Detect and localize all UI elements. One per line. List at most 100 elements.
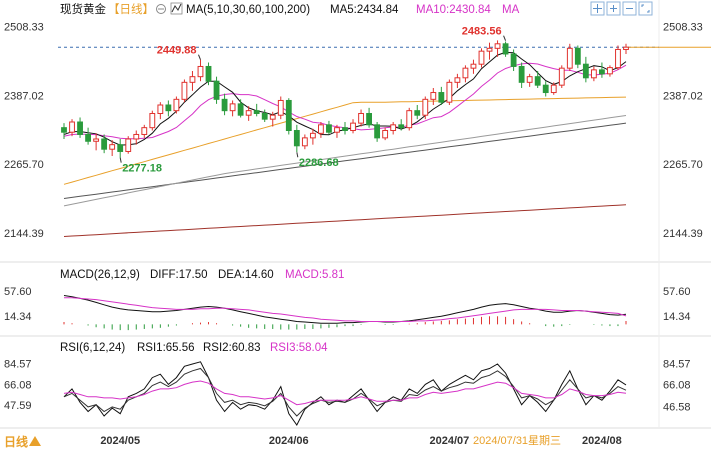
candle <box>269 111 276 127</box>
candle <box>438 86 445 105</box>
candle-body <box>149 113 156 129</box>
ma-params-label[interactable]: MA(5,10,30,60,100,200) <box>186 4 310 16</box>
candle-body <box>358 113 364 124</box>
candle <box>237 99 244 118</box>
candle <box>229 100 236 117</box>
candle <box>615 45 621 70</box>
candle <box>566 43 573 71</box>
candle-body <box>285 99 292 131</box>
candle <box>93 133 100 151</box>
price-tick-left: 2265.70 <box>4 159 44 171</box>
candle-body <box>93 138 100 142</box>
macd-histogram-value: MACD:5.81 <box>285 269 344 281</box>
candle <box>582 56 589 83</box>
triangle-up-icon <box>29 436 41 446</box>
candle-body <box>342 127 348 131</box>
ma100-line <box>63 122 627 199</box>
x-axis-date-label: 2024/05 <box>100 435 140 447</box>
rsi-params-label[interactable]: RSI(6,12,24) <box>60 342 125 354</box>
fullscreen-icon[interactable] <box>638 1 653 16</box>
rsi-tick-left: 84.57 <box>4 358 32 370</box>
candle-body <box>398 124 405 129</box>
candle-body <box>566 47 573 69</box>
candle-body <box>85 133 91 142</box>
candle-body <box>615 48 621 69</box>
candle-body <box>61 127 67 133</box>
moving-average-lines <box>58 46 711 237</box>
crosshair-date: 2024/07/31 <box>473 435 528 447</box>
candle <box>205 62 212 86</box>
candle <box>117 139 124 158</box>
candle-body <box>245 110 252 116</box>
candle <box>245 106 252 121</box>
crosshair-icon[interactable] <box>590 1 605 16</box>
candle-body <box>542 84 549 94</box>
candle-body <box>382 130 389 139</box>
candle <box>607 65 613 77</box>
candle <box>157 102 164 120</box>
macd-diff-line <box>63 295 627 324</box>
macd-plot <box>63 295 627 331</box>
candle-body <box>494 43 501 49</box>
zoom-in-icon[interactable] <box>606 1 621 16</box>
price-extreme-label: 2483.56 <box>462 26 502 38</box>
macd-tick-right: 57.60 <box>663 286 691 298</box>
candle <box>109 140 116 156</box>
candle <box>574 45 581 69</box>
candle-body <box>197 65 204 78</box>
candle-body <box>261 113 268 120</box>
rsi-tick-right: 84.57 <box>663 358 691 370</box>
candle-body <box>534 76 541 86</box>
candle <box>133 130 140 145</box>
candle <box>350 119 356 134</box>
candle-body <box>141 127 148 135</box>
candle <box>261 109 268 122</box>
indicator-chart-icon[interactable] <box>170 2 183 15</box>
candle-body <box>550 84 557 94</box>
candle-body <box>518 65 525 83</box>
candle-body <box>350 122 356 131</box>
candle <box>69 119 75 137</box>
price-extreme-pointer <box>119 157 122 163</box>
candle-body <box>502 43 509 55</box>
macd-diff-value: DIFF:17.50 <box>150 269 208 281</box>
macd-params-label[interactable]: MACD(26,12,9) <box>60 269 140 281</box>
candle <box>141 124 148 138</box>
candle-body <box>478 50 485 65</box>
candle <box>253 103 260 117</box>
candle <box>430 88 437 105</box>
candle-body <box>237 103 244 116</box>
candle-body <box>623 46 629 50</box>
candle <box>366 107 372 128</box>
candle-body <box>599 69 605 75</box>
candle <box>599 62 605 78</box>
candle-body <box>510 53 517 67</box>
zoom-out-icon[interactable] <box>622 1 637 16</box>
period-select-button[interactable]: 日线 <box>0 431 50 450</box>
candle <box>502 41 509 57</box>
period-toggle-icon[interactable] <box>156 4 166 14</box>
candle-body <box>125 138 132 152</box>
candle <box>301 134 308 150</box>
macd-tick-left: 14.34 <box>4 311 32 323</box>
candle-body <box>277 99 284 116</box>
ma-extra-label: MA <box>502 4 520 16</box>
rsi2-value: RSI2:60.83 <box>203 342 261 354</box>
candle <box>342 122 348 135</box>
candle-body <box>101 138 108 150</box>
price-extreme-pointer <box>503 35 507 41</box>
candle <box>542 81 549 97</box>
rsi-rsi1-line <box>63 361 627 426</box>
rsi1-value: RSI1:65.56 <box>137 342 195 354</box>
macd-dea-value: DEA:14.60 <box>218 269 274 281</box>
candle <box>197 59 204 82</box>
rsi-plot <box>63 361 627 426</box>
candle-body <box>590 69 597 79</box>
price-extreme-label: 2449.88 <box>157 45 197 57</box>
candle-body <box>109 144 116 150</box>
candle <box>334 124 340 138</box>
price-tick-right: 2265.70 <box>663 159 703 171</box>
price-extreme-pointer <box>296 152 299 158</box>
x-axis-date-label: 2024/08 <box>582 435 622 447</box>
x-axis-date-label: 2024/07 <box>429 435 469 447</box>
